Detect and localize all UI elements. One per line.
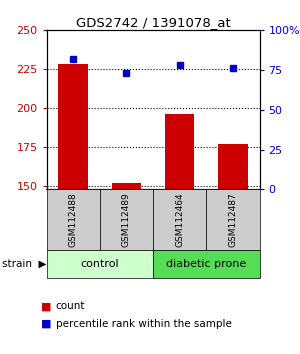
Bar — [112, 183, 141, 189]
Bar — [58, 64, 88, 189]
Bar — [165, 114, 194, 189]
Bar — [218, 144, 248, 189]
Text: control: control — [80, 259, 119, 269]
Text: GSM112487: GSM112487 — [228, 192, 237, 247]
Text: count: count — [56, 301, 85, 311]
Title: GDS2742 / 1391078_at: GDS2742 / 1391078_at — [76, 16, 230, 29]
Text: GSM112464: GSM112464 — [175, 192, 184, 247]
Text: ■: ■ — [40, 301, 51, 311]
Text: GSM112489: GSM112489 — [122, 192, 131, 247]
Text: strain  ▶: strain ▶ — [2, 259, 46, 269]
Text: percentile rank within the sample: percentile rank within the sample — [56, 319, 231, 329]
Text: ■: ■ — [40, 319, 51, 329]
Text: GSM112488: GSM112488 — [69, 192, 78, 247]
Text: diabetic prone: diabetic prone — [166, 259, 246, 269]
